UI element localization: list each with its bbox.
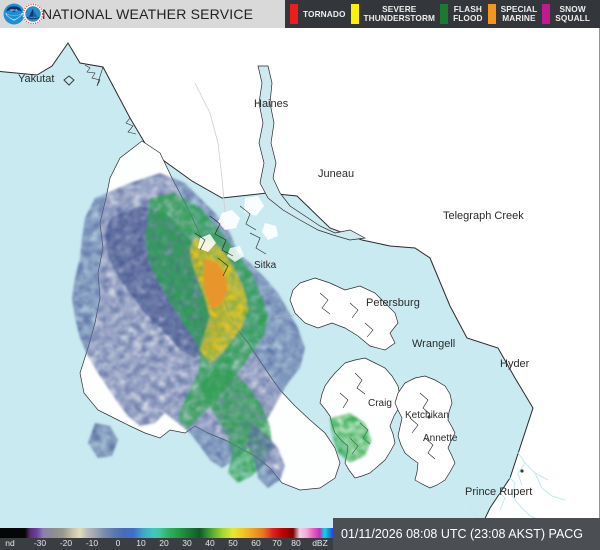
svg-text:NOAA: NOAA <box>10 9 17 12</box>
